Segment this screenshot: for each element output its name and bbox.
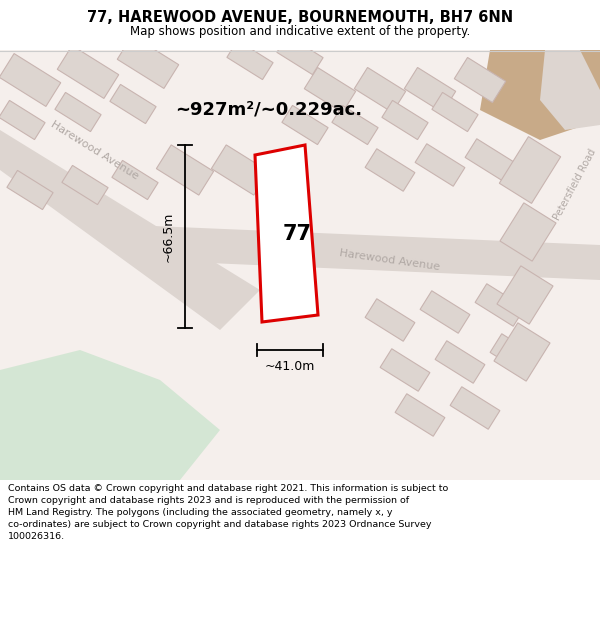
Polygon shape [454, 58, 506, 102]
Polygon shape [499, 137, 560, 203]
Polygon shape [380, 349, 430, 391]
Polygon shape [415, 144, 465, 186]
Polygon shape [480, 50, 600, 140]
Text: Contains OS data © Crown copyright and database right 2021. This information is : Contains OS data © Crown copyright and d… [8, 484, 448, 541]
Polygon shape [450, 387, 500, 429]
Polygon shape [0, 101, 45, 139]
Polygon shape [540, 50, 600, 130]
Polygon shape [0, 350, 220, 480]
Polygon shape [55, 92, 101, 132]
Polygon shape [157, 145, 214, 195]
Text: ~66.5m: ~66.5m [162, 211, 175, 262]
Polygon shape [227, 41, 273, 79]
Polygon shape [420, 291, 470, 333]
Polygon shape [282, 106, 328, 144]
Polygon shape [365, 149, 415, 191]
Text: 77, HAREWOOD AVENUE, BOURNEMOUTH, BH7 6NN: 77, HAREWOOD AVENUE, BOURNEMOUTH, BH7 6N… [87, 10, 513, 25]
Polygon shape [255, 145, 318, 322]
Polygon shape [465, 139, 515, 181]
Polygon shape [494, 323, 550, 381]
Text: ~41.0m: ~41.0m [265, 360, 315, 373]
Polygon shape [395, 394, 445, 436]
Polygon shape [404, 68, 456, 112]
Polygon shape [211, 145, 269, 195]
Polygon shape [365, 299, 415, 341]
Polygon shape [500, 203, 556, 261]
Polygon shape [354, 68, 406, 112]
Text: Petersfield Road: Petersfield Road [552, 148, 598, 222]
Polygon shape [112, 161, 158, 199]
Polygon shape [497, 266, 553, 324]
Polygon shape [475, 284, 525, 326]
Polygon shape [0, 130, 260, 330]
Text: Harewood Avenue: Harewood Avenue [49, 119, 140, 181]
Polygon shape [57, 46, 119, 99]
Polygon shape [277, 36, 323, 74]
Polygon shape [382, 101, 428, 139]
Polygon shape [62, 166, 108, 204]
Polygon shape [432, 92, 478, 132]
Polygon shape [110, 84, 156, 124]
Polygon shape [7, 171, 53, 209]
Text: Harewood Avenue: Harewood Avenue [339, 248, 441, 272]
Polygon shape [0, 54, 61, 106]
Polygon shape [332, 106, 378, 144]
Polygon shape [130, 225, 600, 280]
Polygon shape [304, 68, 356, 112]
Polygon shape [490, 334, 540, 376]
Text: ~927m²/~0.229ac.: ~927m²/~0.229ac. [175, 101, 362, 119]
Polygon shape [435, 341, 485, 383]
Text: Map shows position and indicative extent of the property.: Map shows position and indicative extent… [130, 24, 470, 38]
Polygon shape [117, 36, 179, 89]
Text: 77: 77 [283, 224, 311, 244]
